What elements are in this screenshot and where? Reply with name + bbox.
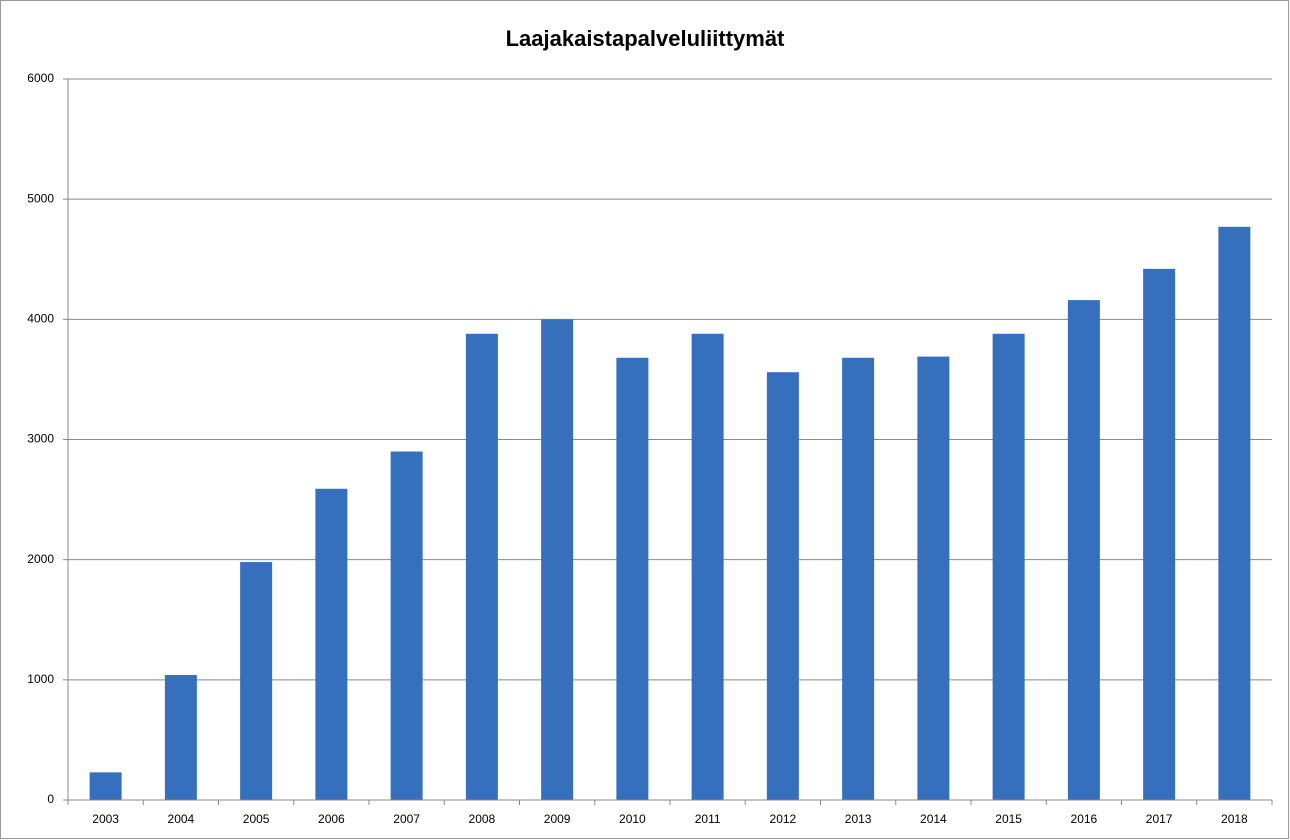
x-tick-label: 2013 [845, 812, 872, 826]
x-tick-label: 2005 [243, 812, 270, 826]
y-tick-label: 1000 [27, 672, 54, 686]
bar [240, 562, 273, 800]
y-tick-label: 0 [47, 792, 54, 806]
y-tick-label: 5000 [27, 191, 54, 205]
bar [315, 488, 348, 800]
x-tick-label: 2009 [544, 812, 571, 826]
x-tick-label: 2007 [393, 812, 420, 826]
x-tick-label: 2004 [168, 812, 195, 826]
bar [89, 772, 122, 800]
y-tick-label: 6000 [27, 71, 54, 85]
bar [390, 451, 423, 800]
bar [541, 319, 574, 800]
bar [842, 357, 875, 800]
bar [1143, 268, 1176, 800]
x-tick-label: 2010 [619, 812, 646, 826]
bar [1218, 226, 1251, 800]
x-tick-label: 2017 [1146, 812, 1173, 826]
x-tick-label: 2008 [469, 812, 496, 826]
y-tick-label: 2000 [27, 552, 54, 566]
x-tick-label: 2015 [995, 812, 1022, 826]
bar [465, 333, 498, 800]
y-tick-label: 4000 [27, 312, 54, 326]
x-tick-label: 2003 [92, 812, 119, 826]
bar [691, 333, 724, 800]
x-tick-label: 2006 [318, 812, 345, 826]
bar [164, 675, 197, 800]
x-tick-label: 2012 [770, 812, 797, 826]
bar [616, 357, 649, 800]
bar [766, 372, 799, 800]
x-tick-label: 2018 [1221, 812, 1248, 826]
x-tick-label: 2011 [695, 812, 721, 826]
y-tick-label: 3000 [27, 432, 54, 446]
x-tick-label: 2016 [1071, 812, 1098, 826]
bar [992, 333, 1025, 800]
x-tick-label: 2014 [920, 812, 947, 826]
bar [1067, 300, 1100, 800]
bar [917, 356, 950, 800]
chart-title: Laajakaistapalveluliittymät [506, 26, 785, 51]
